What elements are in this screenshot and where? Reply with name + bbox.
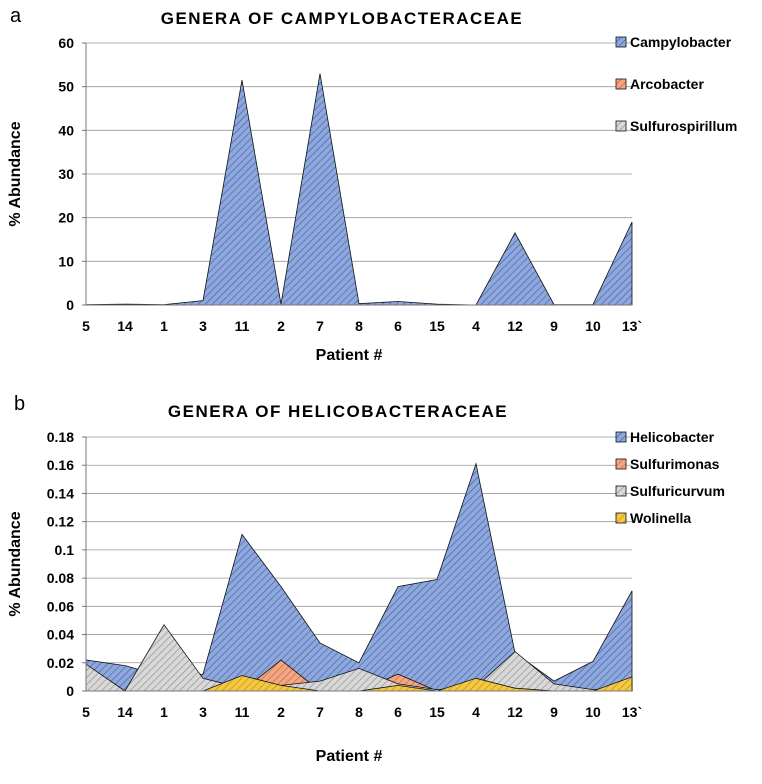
y-tick-label: 0.12 xyxy=(47,514,74,530)
legend-label-wolinella: Wolinella xyxy=(630,510,691,526)
y-tick-label: 0.1 xyxy=(55,542,75,558)
x-axis-label: Patient # xyxy=(316,748,383,765)
x-tick-label: 12 xyxy=(507,318,523,334)
legend-label-helicobacter: Helicobacter xyxy=(630,429,715,445)
y-tick-label: 40 xyxy=(58,122,74,138)
y-tick-label: 20 xyxy=(58,210,74,226)
legend-swatch-arcobacter xyxy=(615,78,627,90)
legend-label-sulfuricurvum: Sulfuricurvum xyxy=(630,483,725,499)
x-tick-label: 3 xyxy=(199,318,207,334)
x-tick-label: 8 xyxy=(355,318,363,334)
legend-label-campylobacter: Campylobacter xyxy=(630,34,732,50)
y-tick-label: 0.08 xyxy=(47,570,74,586)
x-tick-label: 15 xyxy=(429,704,445,720)
x-tick-label: 1 xyxy=(160,704,168,720)
x-tick-label: 9 xyxy=(550,318,558,334)
x-tick-label: 10 xyxy=(585,318,601,334)
chart-panel-a: a GENERA OF CAMPYLOBACTERACEAE 0 10 20 30 40 50… xyxy=(7,5,737,364)
panel-letter: a xyxy=(10,5,22,27)
y-tick-label: 60 xyxy=(58,35,74,51)
y-tick-label: 0.04 xyxy=(47,627,74,643)
x-tick-label: 5 xyxy=(82,318,90,334)
x-tick-label: 6 xyxy=(394,704,402,720)
x-tick-label: 5 xyxy=(82,704,90,720)
legend-label-arcobacter: Arcobacter xyxy=(630,76,704,92)
chart-title: GENERA OF HELICOBACTERACEAE xyxy=(168,402,508,421)
legend-label-sulfurospirillum: Sulfurospirillum xyxy=(630,118,737,134)
y-tick-label: 0.02 xyxy=(47,655,74,671)
legend-swatch-campylobacter xyxy=(615,36,627,48)
x-tick-label: 3 xyxy=(199,704,207,720)
legend-swatch-sulfuricurvum xyxy=(615,485,627,497)
chart-panel-b: b GENERA OF HELICOBACTERACEAE 0 0.02 0.04 0.0… xyxy=(7,393,725,765)
x-tick-label: 12 xyxy=(507,704,523,720)
y-tick-label: 0.18 xyxy=(47,429,74,445)
x-tick-label: 6 xyxy=(394,318,402,334)
y-tick-label: 30 xyxy=(58,166,74,182)
y-axis-label: % Abundance xyxy=(7,511,24,616)
series-area-campylobacter xyxy=(85,73,633,306)
legend-swatch-sulfurospirillum xyxy=(615,120,627,132)
x-tick-label: 2 xyxy=(277,318,285,334)
x-tick-label: 15 xyxy=(429,318,445,334)
y-tick-label: 0.16 xyxy=(47,457,74,473)
x-tick-label: 4 xyxy=(472,318,480,334)
legend-label-sulfurimonas: Sulfurimonas xyxy=(630,456,720,472)
x-tick-label: 11 xyxy=(235,704,250,720)
x-tick-label: 8 xyxy=(355,704,363,720)
x-tick-label: 13` xyxy=(622,704,642,720)
legend-swatch-wolinella xyxy=(615,512,627,524)
y-tick-label: 0.06 xyxy=(47,598,74,614)
x-tick-label: 14 xyxy=(117,704,133,720)
y-tick-label: 0 xyxy=(66,683,74,699)
x-tick-label: 11 xyxy=(235,318,250,334)
chart-title: GENERA OF CAMPYLOBACTERACEAE xyxy=(161,9,524,28)
x-tick-label: 10 xyxy=(585,704,601,720)
x-tick-label: 1 xyxy=(160,318,168,334)
y-tick-label: 50 xyxy=(58,79,74,95)
legend-swatch-helicobacter xyxy=(615,431,627,443)
x-tick-label: 7 xyxy=(316,704,324,720)
y-tick-label: 10 xyxy=(58,253,74,269)
x-tick-label: 13` xyxy=(622,318,642,334)
panel-letter: b xyxy=(14,393,25,415)
y-tick-label: 0 xyxy=(66,297,74,313)
x-tick-label: 7 xyxy=(316,318,324,334)
x-tick-label: 14 xyxy=(117,318,133,334)
y-tick-label: 0.14 xyxy=(47,485,74,501)
x-tick-label: 2 xyxy=(277,704,285,720)
legend-swatch-sulfurimonas xyxy=(615,458,627,470)
x-axis-label: Patient # xyxy=(316,347,383,364)
y-axis-label: % Abundance xyxy=(7,121,24,226)
x-tick-label: 4 xyxy=(472,704,480,720)
x-tick-label: 9 xyxy=(550,704,558,720)
